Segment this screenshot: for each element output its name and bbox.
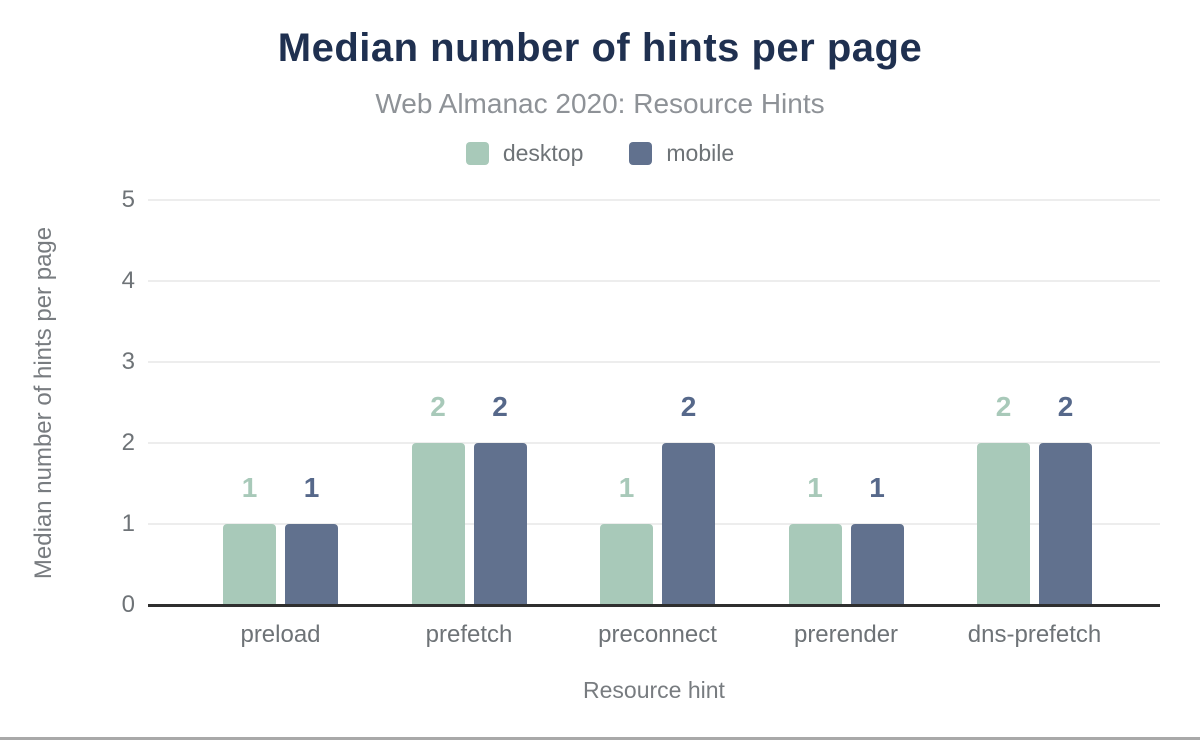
y-tick-label-4: 4 [121, 267, 135, 294]
bar-mobile-preload[interactable]: 1 [285, 474, 338, 605]
gridline-4 [148, 280, 1160, 282]
y-tick-label-1: 1 [121, 510, 135, 537]
plot-area: 1 1 preload 2 2 prefetch 1 2 preconnect 1 1 prerend… [148, 199, 1160, 649]
bar-value-label-mobile-preconnect: 2 [680, 391, 697, 422]
bar-value-label-desktop-preload: 1 [241, 472, 258, 503]
bar-value-label-mobile-dns-prefetch: 2 [1057, 391, 1074, 422]
chart-subtitle: Web Almanac 2020: Resource Hints [375, 88, 825, 119]
bar-group-preload: 1 1 preload [223, 200, 338, 648]
x-axis-title: Resource hint [583, 677, 725, 703]
bar-value-label-mobile-preload: 1 [303, 472, 320, 503]
y-tick-label-3: 3 [121, 348, 135, 375]
bar-mobile-prerender[interactable]: 1 [850, 474, 904, 605]
y-axis-ticks: 0 1 2 3 4 5 [0, 186, 135, 618]
gridline-5 [148, 199, 1160, 201]
bar-group-preconnect: 1 2 preconnect [598, 200, 717, 649]
bar-value-label-mobile-prefetch: 2 [492, 391, 508, 422]
bar-desktop-preconnect[interactable]: 1 [600, 474, 653, 605]
gridline-2 [148, 442, 1160, 444]
x-category-label-preconnect: preconnect [598, 621, 717, 648]
bar-desktop-preload[interactable]: 1 [223, 474, 276, 605]
legend-swatch-mobile [629, 142, 653, 165]
legend-label-mobile: mobile [666, 140, 735, 166]
gridline-1 [148, 523, 1160, 525]
gridline-3 [148, 361, 1160, 363]
bar-value-label-mobile-prerender: 1 [869, 472, 885, 503]
bar-value-label-desktop-dns-prefetch: 2 [995, 391, 1012, 422]
x-category-label-prerender: prerender [793, 621, 899, 648]
chart-title: Median number of hints per page [277, 26, 923, 70]
x-category-label-dns-prefetch: dns-prefetch [967, 621, 1102, 648]
bar-value-label-desktop-prefetch: 2 [430, 391, 446, 422]
bar-desktop-prefetch[interactable]: 2 [411, 393, 465, 605]
bar-group-prefetch: 2 2 prefetch [411, 200, 527, 648]
window-bottom-edge [0, 737, 1200, 740]
bar-mobile-preconnect[interactable]: 2 [662, 393, 715, 605]
bar-desktop-dns-prefetch[interactable]: 2 [977, 393, 1030, 605]
bar-mobile-prefetch[interactable]: 2 [473, 393, 527, 605]
bar-groups: 1 1 preload 2 2 prefetch 1 2 preconnect 1 1 prerend… [148, 200, 1160, 649]
y-tick-label-0: 0 [121, 591, 135, 618]
y-tick-label-5: 5 [121, 186, 135, 213]
x-category-label-prefetch: prefetch [425, 621, 513, 648]
legend: desktop mobile [0, 140, 1200, 167]
legend-label-desktop: desktop [502, 140, 584, 166]
bar-value-label-desktop-preconnect: 1 [618, 472, 635, 503]
bar-mobile-dns-prefetch[interactable]: 2 [1039, 393, 1092, 605]
legend-item-mobile[interactable]: mobile [629, 140, 734, 167]
x-axis-line [148, 604, 1160, 607]
bar-group-dns-prefetch: 2 2 dns-prefetch [968, 200, 1101, 649]
x-category-label-preload: preload [240, 621, 321, 648]
bar-desktop-prerender[interactable]: 1 [788, 474, 842, 605]
y-tick-label-2: 2 [121, 429, 135, 456]
bar-value-label-desktop-prerender: 1 [807, 472, 823, 503]
legend-swatch-desktop [465, 142, 489, 165]
bar-group-prerender: 1 1 prerender [788, 200, 904, 648]
legend-item-desktop[interactable]: desktop [465, 140, 584, 167]
